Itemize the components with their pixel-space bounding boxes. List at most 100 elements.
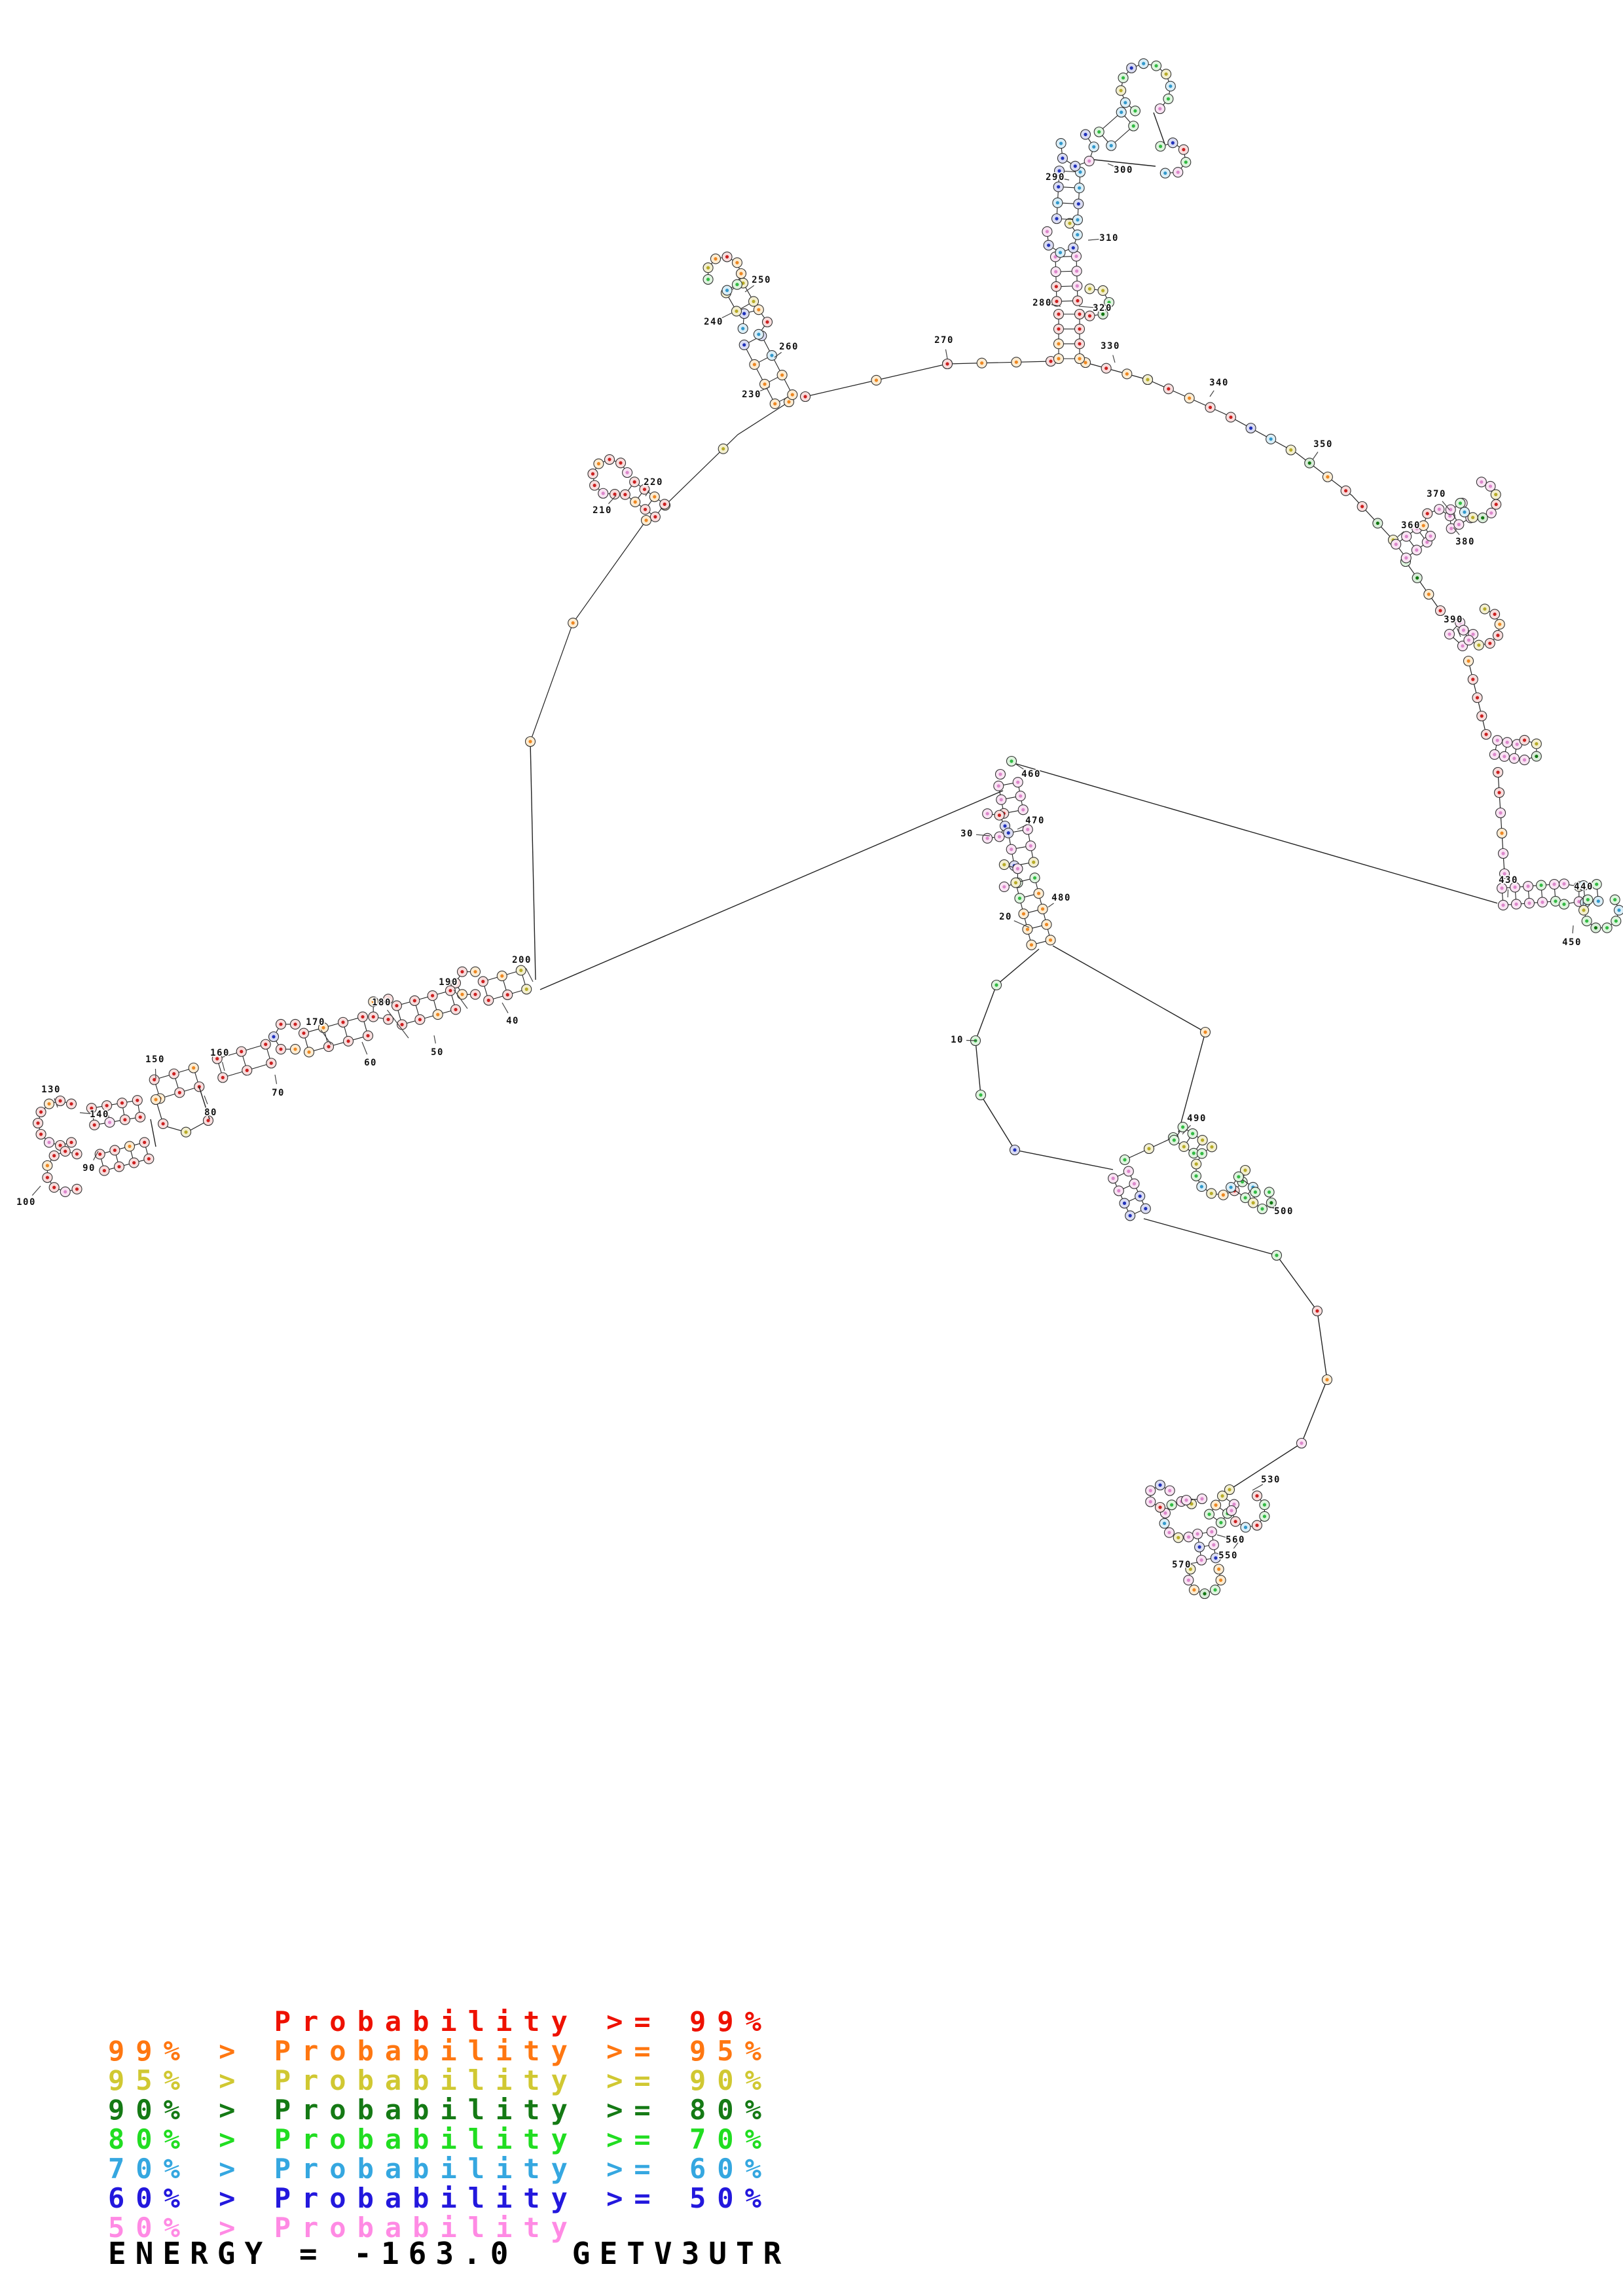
nucleotide-letter-dot bbox=[1163, 1511, 1167, 1515]
nucleotide-letter-dot bbox=[45, 1175, 49, 1179]
nucleotide-letter-dot bbox=[1471, 632, 1475, 636]
nucleotide-letter-dot bbox=[601, 492, 605, 495]
helix-ladder bbox=[477, 965, 532, 1006]
position-label: 20 bbox=[999, 912, 1012, 922]
nucleotide-letter-dot bbox=[1171, 141, 1175, 145]
nucleotide-letter-dot bbox=[1191, 1132, 1195, 1136]
nucleotide-letter-dot bbox=[803, 395, 807, 399]
helix-ladder bbox=[619, 476, 670, 522]
single-nucleotide bbox=[1296, 1437, 1307, 1449]
single-nucleotide bbox=[975, 1089, 987, 1101]
loop-ring bbox=[1248, 1187, 1277, 1215]
nucleotide-letter-dot bbox=[1181, 1125, 1185, 1129]
nucleotide-letter-dot bbox=[346, 1039, 350, 1043]
position-label: 200 bbox=[512, 955, 532, 965]
nucleotide-letter-dot bbox=[1087, 314, 1092, 318]
nucleotide-letter-dot bbox=[486, 998, 490, 1002]
nucleotide-letter-dot bbox=[1503, 872, 1506, 876]
position-label: 30 bbox=[960, 829, 974, 839]
nucleotide-letter-dot bbox=[1078, 327, 1082, 331]
label-tick bbox=[1064, 179, 1070, 181]
backbone-line bbox=[150, 1119, 156, 1147]
nucleotide-letter-dot bbox=[293, 1047, 297, 1051]
position-label: 220 bbox=[644, 477, 663, 488]
nucleotide-letter-dot bbox=[1415, 527, 1419, 531]
nucleotide-letter-dot bbox=[371, 1014, 375, 1019]
nucleotide-letter-dot bbox=[1522, 758, 1527, 762]
nucleotide-letter-dot bbox=[1188, 396, 1192, 400]
nucleotide-letter-dot bbox=[1220, 1494, 1224, 1498]
backbone-line bbox=[1405, 561, 1441, 611]
nucleotide-letter-dot bbox=[725, 255, 729, 259]
nucleotide-letter-dot bbox=[1017, 896, 1022, 901]
connector-line bbox=[539, 790, 1004, 990]
label-tick bbox=[1078, 306, 1094, 308]
position-label: 390 bbox=[1444, 615, 1463, 625]
nucleotide-letter-dot bbox=[1505, 740, 1509, 744]
loop-ring bbox=[268, 1018, 301, 1055]
position-label: 290 bbox=[1046, 172, 1065, 183]
nucleotide-letter-dot bbox=[1119, 88, 1123, 92]
backbone-line bbox=[198, 1086, 210, 1120]
nucleotide-letter-dot bbox=[1457, 522, 1461, 526]
nucleotide-letter-dot bbox=[1010, 848, 1013, 852]
nucleotide-letter-dot bbox=[1120, 110, 1123, 115]
single-nucleotide bbox=[1271, 1249, 1283, 1261]
nucleotide-letter-dot bbox=[386, 997, 390, 1001]
position-label: 460 bbox=[1021, 769, 1041, 780]
nucleotide-letter-dot bbox=[1470, 516, 1475, 520]
nucleotide-letter-dot bbox=[1084, 361, 1087, 365]
nucleotide-letter-dot bbox=[1170, 1503, 1174, 1507]
nucleotide-letter-dot bbox=[625, 471, 629, 475]
nucleotide-letter-dot bbox=[1467, 659, 1470, 663]
nucleotide-letter-dot bbox=[1496, 770, 1500, 774]
nucleotide-letter-dot bbox=[1087, 287, 1092, 291]
nucleotide-letter-dot bbox=[1129, 66, 1133, 70]
nucleotide-letter-dot bbox=[1057, 357, 1061, 361]
label-tick bbox=[1190, 1562, 1199, 1564]
nucleotide-letter-dot bbox=[1404, 535, 1408, 539]
label-tick bbox=[31, 1185, 41, 1196]
nucleotide-letter-dot bbox=[1214, 1556, 1218, 1560]
helix-ladder bbox=[86, 1095, 146, 1130]
nucleotide-letter-dot bbox=[1360, 505, 1364, 509]
nucleotide-letter-dot bbox=[1415, 548, 1419, 552]
connector-line bbox=[975, 948, 1114, 1170]
nucleotide-letter-dot bbox=[341, 1020, 345, 1024]
nucleotide-letter-dot bbox=[1493, 753, 1497, 757]
backbone-line bbox=[625, 494, 656, 518]
nucleotide-letter-dot bbox=[1164, 72, 1168, 76]
nucleotide-letter-dot bbox=[653, 515, 657, 519]
position-label: 310 bbox=[1099, 233, 1119, 243]
backbone-line bbox=[1153, 112, 1165, 145]
nucleotide-letter-dot bbox=[997, 834, 1002, 838]
nucleotide-letter-dot bbox=[1125, 372, 1129, 376]
nucleotide-chain bbox=[659, 396, 795, 511]
nucleotide-letter-dot bbox=[1168, 1488, 1172, 1493]
position-label: 550 bbox=[1218, 1551, 1238, 1561]
nucleotide-letter-dot bbox=[1200, 1151, 1204, 1156]
nucleotide-letter-dot bbox=[1192, 1588, 1196, 1592]
nucleotide-letter-dot bbox=[58, 1143, 62, 1147]
nucleotide-letter-dot bbox=[790, 393, 794, 397]
backbone-line bbox=[530, 520, 647, 742]
nucleotide-letter-dot bbox=[1148, 1488, 1152, 1493]
nucleotide-letter-dot bbox=[481, 980, 485, 984]
backbone-line bbox=[1085, 362, 1148, 380]
nucleotide-letter-dot bbox=[1438, 609, 1442, 613]
backbone-line bbox=[1055, 257, 1057, 302]
nucleotide-letter-dot bbox=[1188, 1567, 1192, 1571]
nucleotide-letter-dot bbox=[706, 278, 710, 281]
nucleotide-letter-dot bbox=[454, 1007, 458, 1012]
nucleotide-letter-dot bbox=[1586, 898, 1590, 902]
nucleotide-letter-dot bbox=[1054, 270, 1058, 274]
backbone-line bbox=[155, 1099, 209, 1133]
nucleotide-letter-dot bbox=[1526, 884, 1530, 888]
nucleotide-letter-dot bbox=[321, 1026, 325, 1030]
nucleotide-letter-dot bbox=[999, 798, 1003, 802]
nucleotide-letter-dot bbox=[1167, 387, 1171, 391]
nucleotide-letter-dot bbox=[1003, 824, 1007, 828]
nucleotide-letter-dot bbox=[998, 772, 1002, 776]
nucleotide-letter-dot bbox=[1232, 1502, 1236, 1506]
